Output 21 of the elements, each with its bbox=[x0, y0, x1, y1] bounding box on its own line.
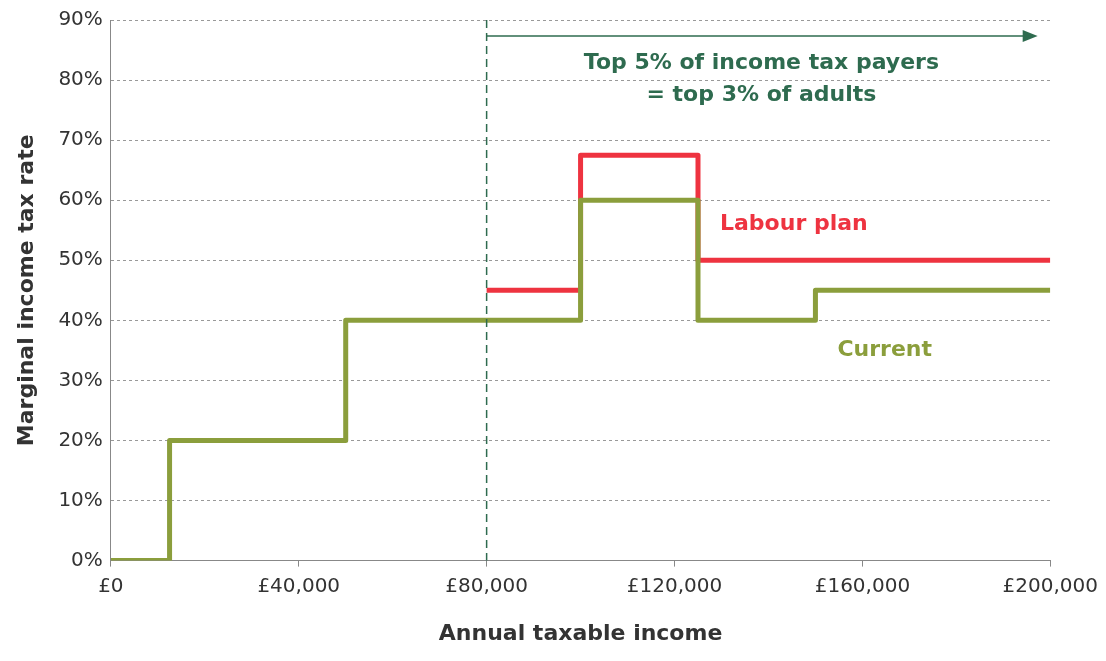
x-tick-label: £40,000 bbox=[257, 572, 341, 597]
y-tick-label: 20% bbox=[58, 426, 103, 451]
x-tick-label: £0 bbox=[98, 572, 124, 597]
x-tick-label: £200,000 bbox=[1002, 572, 1098, 597]
series-label: Labour plan bbox=[720, 209, 868, 235]
x-tick-label: £80,000 bbox=[445, 572, 528, 597]
y-tick-label: 10% bbox=[58, 486, 103, 511]
y-tick-label: 0% bbox=[71, 546, 103, 571]
annotation: Top 5% of income tax payers = top 3% of adults bbox=[582, 48, 941, 108]
y-tick-label: 70% bbox=[58, 126, 103, 151]
x-tick-label: £160,000 bbox=[814, 572, 911, 597]
y-tick-label: 90% bbox=[58, 6, 103, 31]
series-label: Current bbox=[837, 336, 933, 362]
y-tick-label: 40% bbox=[58, 306, 103, 331]
x-axis-title: Annual taxable income bbox=[438, 619, 723, 645]
y-tick-label: 50% bbox=[58, 246, 103, 271]
y-tick-label: 80% bbox=[58, 66, 103, 91]
x-tick-label: £120,000 bbox=[626, 572, 723, 597]
y-tick-label: 30% bbox=[58, 366, 103, 391]
y-axis-title: Marginal income tax rate bbox=[12, 134, 38, 447]
y-tick-label: 60% bbox=[58, 186, 103, 211]
